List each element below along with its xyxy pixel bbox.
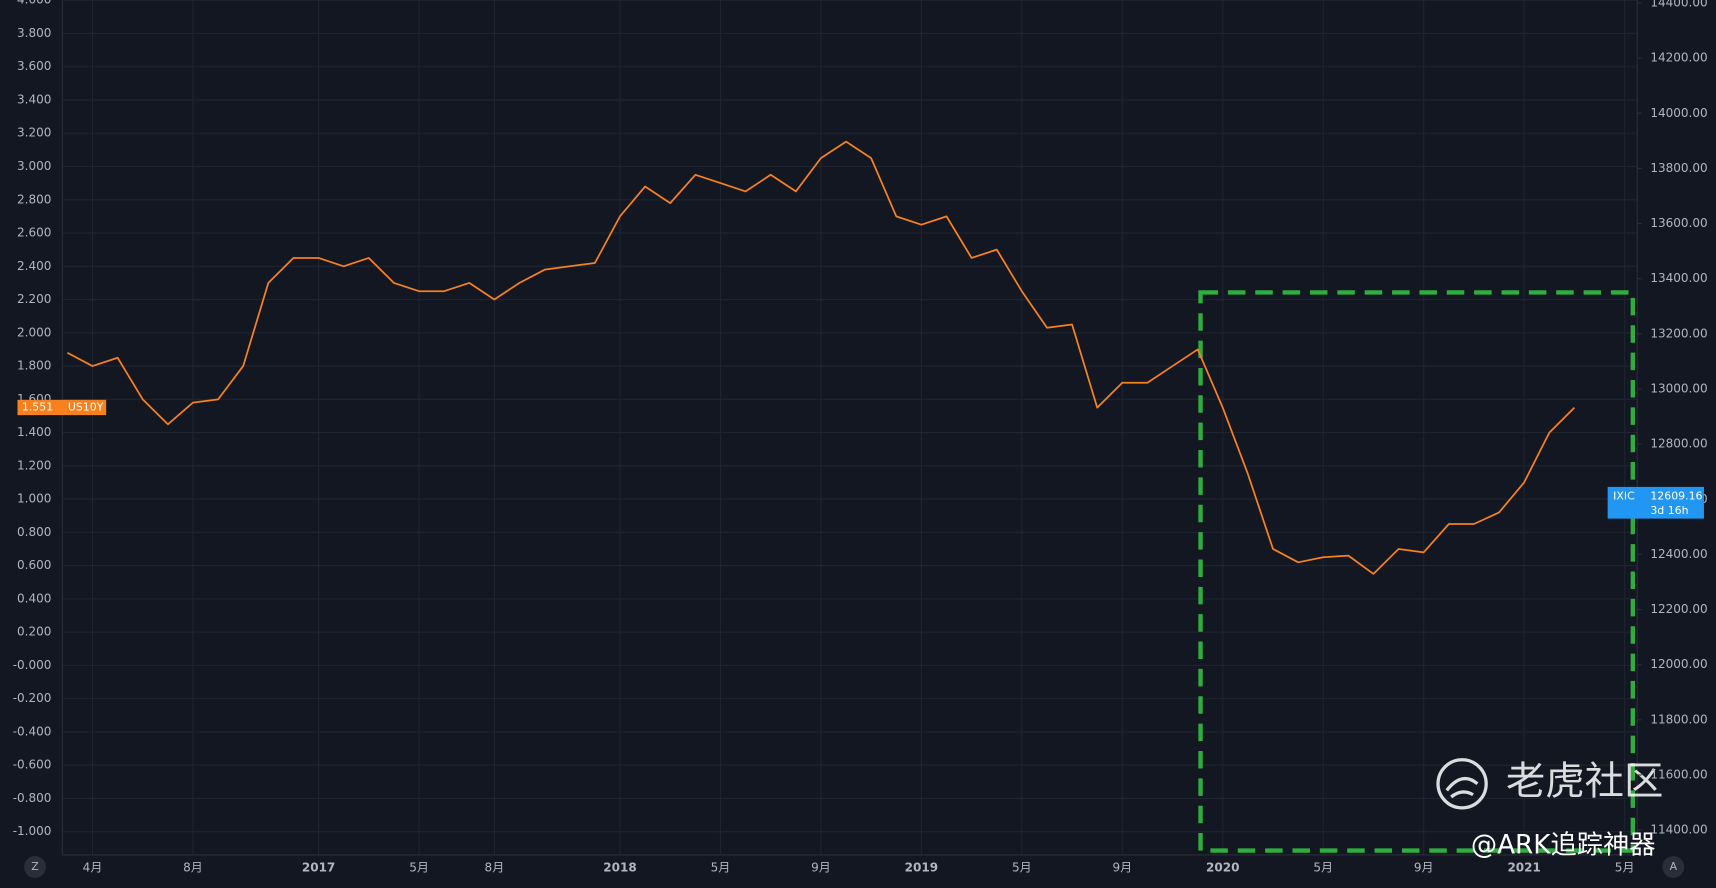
y-tick-label: 2.400 — [17, 259, 51, 273]
y-tick-label: 3.200 — [17, 126, 51, 140]
y2-tick-label: 14000.00 — [1650, 106, 1707, 120]
y2-tick-label: 13800.00 — [1650, 161, 1707, 175]
y-tick-label: 3.800 — [17, 26, 51, 40]
y2-tick-label: 12000.00 — [1650, 657, 1707, 671]
y2-tick-label: 14400.00 — [1650, 0, 1707, 9]
y-tick-label: 0.400 — [17, 591, 51, 605]
x-tick-label: 2018 — [603, 861, 636, 875]
line-series — [67, 140, 1576, 575]
x-tick-label: 2021 — [1507, 861, 1540, 875]
credit-text: @ARK追踪神器 — [1471, 831, 1656, 861]
grid — [62, 0, 1638, 855]
watermark-logo — [1436, 758, 1488, 810]
y-tick-label: -0.600 — [13, 758, 52, 772]
watermark-logo-mark — [1445, 776, 1479, 799]
overlay-name: IXIC — [1613, 490, 1635, 503]
x-tick-label: 8月 — [183, 861, 203, 875]
watermark: 老虎社区 — [1436, 758, 1664, 810]
x-tick-label: 5月 — [1615, 861, 1635, 875]
y2-tick-label: 13200.00 — [1650, 326, 1707, 340]
y2-tick-label: 13600.00 — [1650, 216, 1707, 230]
y2-tick-label: 11400.00 — [1650, 823, 1707, 837]
y-tick-label: 3.000 — [17, 159, 51, 173]
series-name-label: US10Y — [68, 400, 104, 413]
x-tick-label: 2019 — [905, 861, 938, 875]
y-tick-label: -1.000 — [13, 824, 52, 838]
y-tick-label: 1.800 — [17, 359, 51, 373]
x-tick-label: 8月 — [485, 861, 505, 875]
y-tick-label: 0.600 — [17, 558, 51, 572]
y-tick-label: -0.400 — [13, 724, 52, 738]
watermark-text: 老虎社区 — [1506, 758, 1664, 804]
y-tick-label: 0.200 — [17, 625, 51, 639]
y2-tick-label: 14200.00 — [1650, 51, 1707, 65]
y-tick-label: -0.200 — [13, 691, 52, 705]
left-button-label[interactable]: Z — [31, 860, 39, 873]
y-tick-label: 2.200 — [17, 292, 51, 306]
y2-tick-label: 13400.00 — [1650, 271, 1707, 285]
overlay-countdown: 3d 16h — [1650, 504, 1688, 517]
last-value-tag — [17, 399, 107, 416]
x-tick-label: 9月 — [811, 861, 831, 875]
x-tick-label: 9月 — [1112, 861, 1132, 875]
y-tick-label: 3.400 — [17, 92, 51, 106]
y-tick-label: -0.800 — [13, 791, 52, 805]
y-tick-label: 0.800 — [17, 525, 51, 539]
y2-tick-label: 11600.00 — [1650, 767, 1707, 781]
y-tick-label: 4.000 — [17, 0, 51, 7]
x-tick-label: 9月 — [1414, 861, 1434, 875]
x-tick-label: 2020 — [1206, 861, 1239, 875]
y2-tick-label: 11800.00 — [1650, 712, 1707, 726]
x-tick-label: 5月 — [711, 861, 731, 875]
y2-tick-label: 13000.00 — [1650, 381, 1707, 395]
y-tick-label: 1.400 — [17, 425, 51, 439]
x-tick-label: 5月 — [1012, 861, 1032, 875]
overlay-tag — [1607, 486, 1704, 519]
y2-tick-label: 12800.00 — [1650, 437, 1707, 451]
x-tick-label: 5月 — [1313, 861, 1333, 875]
y-tick-label: 1.200 — [17, 458, 51, 472]
x-tick-label: 2017 — [302, 861, 335, 875]
right-button[interactable] — [1662, 856, 1685, 878]
highlight-box — [1198, 290, 1636, 853]
left-button[interactable] — [24, 856, 46, 878]
x-tick-label: 5月 — [409, 861, 429, 875]
y-tick-label: 2.800 — [17, 192, 51, 206]
y-tick-label: -0.000 — [13, 658, 52, 672]
y-tick-label: 2.600 — [17, 226, 51, 240]
last-value-label: 1.551 — [22, 400, 53, 413]
right-button-label[interactable]: A — [1670, 860, 1678, 873]
y2-tick-label: 12200.00 — [1650, 602, 1707, 616]
x-tick-label: 4月 — [83, 861, 103, 875]
y-tick-label: 2.000 — [17, 325, 51, 339]
y2-tick-label: 12400.00 — [1650, 547, 1707, 561]
y-tick-label: 3.600 — [17, 59, 51, 73]
overlay-value: 12609.16 — [1650, 490, 1702, 503]
y-tick-label: 1.000 — [17, 492, 51, 506]
